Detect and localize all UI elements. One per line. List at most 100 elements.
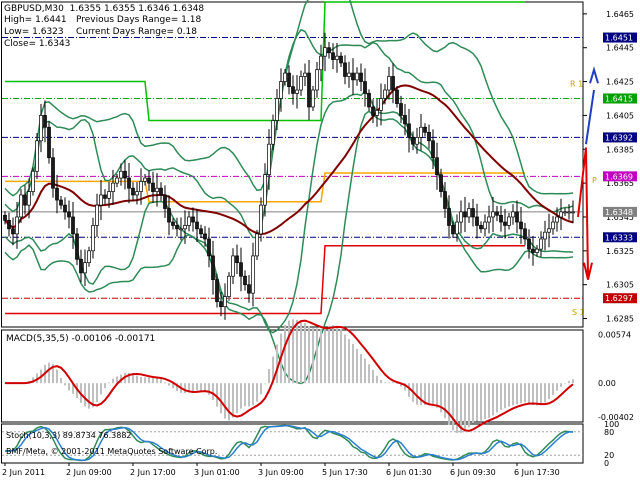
macd-histogram-bar [400, 383, 402, 387]
candle-body [119, 170, 123, 179]
macd-histogram-bar [544, 383, 546, 403]
macd-histogram-bar [264, 383, 266, 384]
candle-body [271, 120, 275, 145]
macd-histogram-bar [300, 320, 302, 384]
candle-body [323, 47, 327, 57]
macd-histogram-bar [196, 383, 198, 391]
macd-histogram-bar [556, 383, 558, 391]
candle-body [255, 233, 259, 257]
candle-body [511, 211, 515, 218]
candle-body [507, 216, 511, 226]
macd-histogram-bar [536, 383, 538, 406]
macd-histogram-bar [548, 383, 550, 400]
candle-body [87, 250, 91, 264]
macd-histogram-bar [504, 383, 506, 409]
price-tick-label: 1.6425 [606, 78, 634, 87]
candle-body [207, 238, 211, 257]
time-tick-label: 2 Jun 2011 [2, 468, 45, 477]
candle-body [395, 89, 399, 104]
candle-body [135, 191, 139, 196]
macd-tick-label: -0.00402 [598, 413, 634, 422]
macd-histogram-bar [64, 383, 66, 386]
time-tick-label: 6 Jun 17:30 [514, 468, 560, 477]
pivot-r1-label: R 1 [570, 80, 583, 89]
candle-body [111, 182, 115, 192]
macd-histogram-bar [140, 376, 142, 384]
macd-histogram-bar [160, 379, 162, 384]
macd-histogram-bar [444, 383, 446, 419]
macd-histogram-bar [228, 383, 230, 421]
candle-body [371, 106, 375, 116]
candle-body [443, 191, 447, 209]
orange-channel-line [5, 172, 525, 203]
candle-body [303, 72, 307, 77]
macd-histogram-bar [456, 383, 458, 433]
candle-body [43, 115, 47, 128]
candle-body [243, 275, 247, 286]
candle-body [311, 89, 315, 108]
time-tick-label: 6 Jun 09:30 [450, 468, 496, 477]
price-level-label: 1.6348 [605, 208, 633, 217]
macd-histogram-bar [452, 383, 454, 431]
price-level-label: 1.6451 [605, 34, 633, 43]
candle-body [399, 103, 403, 116]
candle-body [459, 211, 463, 223]
macd-histogram-bar [384, 382, 386, 384]
candle-body [307, 72, 311, 108]
macd-histogram-bar [416, 383, 418, 405]
candle-body [571, 211, 575, 214]
macd-histogram-bar [428, 383, 430, 405]
candle-body [563, 211, 567, 214]
candle-body [555, 216, 559, 223]
price-level-tag [603, 132, 637, 143]
candle-body [343, 62, 347, 77]
candle-body [471, 208, 475, 218]
macd-histogram-bar [396, 383, 398, 384]
macd-histogram-bar [128, 372, 130, 384]
candle-body [299, 76, 303, 91]
candle-body [115, 177, 119, 184]
candle-body [175, 225, 179, 230]
macd-histogram-bar [68, 383, 70, 391]
macd-histogram-bar [360, 353, 362, 384]
macd-histogram-bar [372, 369, 374, 384]
macd-histogram-bar [496, 383, 498, 413]
macd-histogram-bar [520, 383, 522, 404]
pivot-p-label: P [592, 176, 597, 185]
candle-body [263, 174, 267, 206]
macd-histogram-bar [364, 358, 366, 384]
candle-body [283, 72, 287, 82]
macd-histogram-bar [356, 348, 358, 384]
price-level-tag [603, 32, 637, 43]
candle-body [19, 194, 23, 218]
macd-histogram-bar [232, 383, 234, 418]
macd-histogram-bar [112, 378, 114, 384]
candle-body [467, 208, 471, 218]
candle-body [351, 72, 355, 81]
candle-body [491, 211, 495, 218]
macd-histogram-bar [244, 383, 246, 407]
candle-body [423, 126, 427, 133]
macd-histogram-bar [460, 383, 462, 433]
bollinger-outer-upper [4, 0, 574, 197]
macd-histogram-bar [308, 326, 310, 384]
macd-histogram-bar [316, 328, 318, 384]
candle-body [403, 115, 407, 125]
macd-histogram-bar [248, 383, 250, 407]
candle-body [27, 191, 31, 206]
candle-body [199, 228, 203, 235]
candle-body [415, 137, 419, 145]
candle-body [407, 123, 411, 138]
candle-body [143, 177, 147, 182]
macd-histogram-bar [60, 377, 62, 384]
price-tick-label: 1.6345 [606, 213, 634, 222]
price-level-tag [603, 93, 637, 104]
macd-histogram-bar [488, 383, 490, 418]
macd-signal-line [5, 319, 574, 432]
macd-histogram-bar [348, 339, 350, 384]
candle-body [447, 208, 451, 226]
macd-histogram-bar [164, 382, 166, 384]
macd-histogram-bar [252, 383, 254, 406]
candle-body [295, 89, 299, 94]
